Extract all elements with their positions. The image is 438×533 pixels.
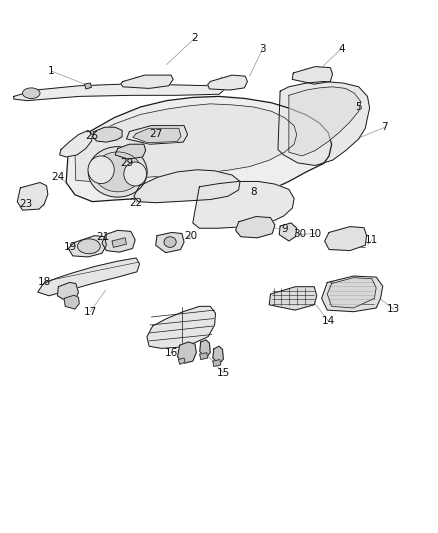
Polygon shape [38, 258, 140, 296]
Polygon shape [177, 342, 196, 364]
Polygon shape [269, 287, 317, 310]
Text: 30: 30 [293, 229, 306, 239]
Polygon shape [178, 358, 185, 365]
Polygon shape [121, 75, 173, 88]
Polygon shape [127, 126, 187, 144]
Text: 14: 14 [321, 316, 335, 326]
Polygon shape [66, 96, 332, 201]
Text: 1: 1 [48, 66, 54, 76]
Polygon shape [57, 282, 78, 303]
Polygon shape [292, 67, 332, 84]
Ellipse shape [22, 88, 40, 99]
Text: 18: 18 [38, 278, 51, 287]
Polygon shape [85, 83, 92, 89]
Polygon shape [115, 144, 146, 159]
Text: 4: 4 [338, 44, 345, 53]
Polygon shape [68, 236, 106, 257]
Polygon shape [60, 131, 92, 157]
Ellipse shape [164, 237, 176, 247]
Text: 16: 16 [164, 348, 177, 358]
Text: 24: 24 [52, 172, 65, 182]
Ellipse shape [88, 147, 147, 197]
Ellipse shape [78, 239, 100, 254]
Text: 11: 11 [365, 235, 378, 245]
Text: 21: 21 [97, 232, 110, 243]
Text: 2: 2 [192, 33, 198, 43]
Polygon shape [289, 87, 361, 156]
Text: 23: 23 [19, 199, 33, 209]
Text: 29: 29 [120, 158, 133, 168]
Polygon shape [14, 84, 228, 101]
Polygon shape [279, 223, 297, 241]
Polygon shape [112, 238, 127, 247]
Polygon shape [92, 127, 122, 142]
Text: 9: 9 [281, 224, 288, 235]
Text: 7: 7 [381, 122, 388, 132]
Text: 3: 3 [259, 44, 266, 53]
Polygon shape [155, 232, 184, 253]
Text: 5: 5 [355, 102, 362, 112]
Ellipse shape [94, 152, 142, 192]
Polygon shape [278, 82, 370, 165]
Polygon shape [17, 182, 48, 210]
Polygon shape [193, 181, 294, 228]
Polygon shape [102, 230, 135, 252]
Polygon shape [200, 340, 210, 358]
Polygon shape [236, 216, 275, 238]
Text: 15: 15 [217, 368, 230, 378]
Polygon shape [327, 278, 376, 308]
Polygon shape [200, 353, 208, 360]
Text: 13: 13 [387, 304, 400, 314]
Text: 25: 25 [85, 131, 98, 141]
Text: 17: 17 [84, 306, 97, 317]
Text: 19: 19 [64, 242, 77, 252]
Ellipse shape [88, 156, 114, 183]
Polygon shape [147, 306, 215, 349]
Text: 22: 22 [129, 198, 143, 208]
Text: 27: 27 [149, 128, 162, 139]
Polygon shape [213, 360, 221, 367]
Polygon shape [208, 75, 247, 90]
Polygon shape [134, 169, 240, 203]
Text: 8: 8 [251, 187, 257, 197]
Polygon shape [75, 104, 297, 181]
Ellipse shape [124, 162, 147, 186]
Polygon shape [325, 227, 367, 251]
Polygon shape [133, 128, 181, 143]
Polygon shape [64, 295, 79, 309]
Text: 10: 10 [308, 229, 321, 239]
Polygon shape [213, 346, 223, 365]
Polygon shape [321, 276, 383, 312]
Text: 20: 20 [184, 231, 197, 241]
